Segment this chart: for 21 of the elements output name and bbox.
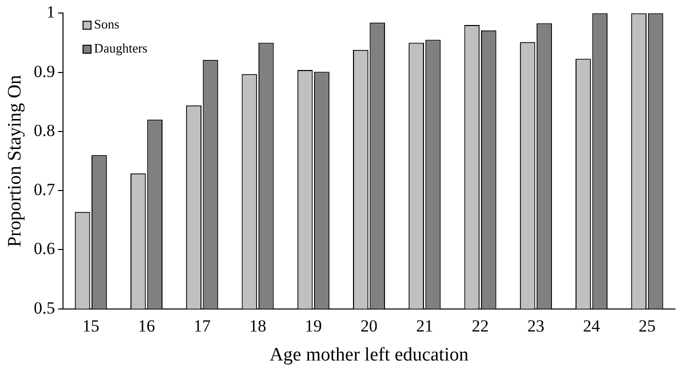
- x-tick-label: 23: [527, 316, 544, 336]
- x-tick-label: 20: [360, 316, 378, 336]
- x-tick-label: 21: [416, 316, 434, 336]
- y-tick-label: 0.5: [34, 298, 56, 318]
- y-axis-title: Proportion Staying On: [4, 74, 26, 248]
- x-tick-label: 22: [472, 316, 489, 336]
- x-tick-label: 24: [583, 316, 601, 336]
- x-tick-label: 18: [249, 316, 266, 336]
- x-tick-label: 25: [638, 316, 656, 336]
- legend-label: Sons: [94, 16, 120, 32]
- y-tick-label: 1: [46, 2, 56, 22]
- x-tick-label: 19: [304, 316, 322, 336]
- x-tick-label: 16: [138, 316, 155, 336]
- y-tick-label: 0.7: [34, 180, 56, 200]
- x-tick-label: 15: [82, 316, 100, 336]
- x-tick-label: 17: [194, 316, 212, 336]
- legend-label: Daughters: [94, 40, 148, 56]
- y-tick-label: 0.6: [34, 239, 56, 258]
- y-tick-label: 0.8: [34, 120, 56, 140]
- y-tick-label: 0.9: [34, 62, 56, 81]
- x-axis-title: Age mother left education: [270, 344, 469, 366]
